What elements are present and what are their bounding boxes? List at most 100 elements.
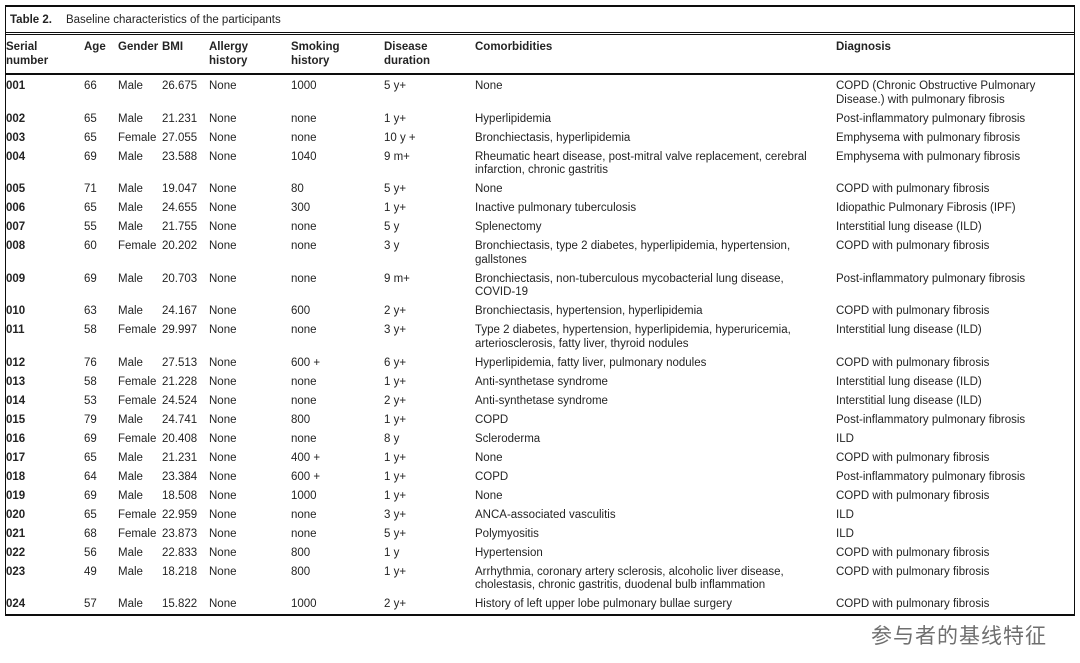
- cell-age: 71: [84, 183, 97, 195]
- cell-smoking: 1000: [291, 598, 317, 610]
- table-row: 002 65 Male 21.231 None none 1 y+ Hyperlipidemi…: [6, 110, 1074, 129]
- cell-gender: Female: [118, 240, 157, 252]
- cell-smoking: 80: [291, 183, 304, 195]
- cell-allergy: None: [209, 305, 237, 317]
- table-row: 006 65 Male 24.655 None 300 1 y+ Inactive pulmo…: [6, 199, 1074, 218]
- cell-allergy: None: [209, 598, 237, 610]
- cell-diagnosis: Interstitial lung disease (ILD): [836, 375, 982, 388]
- cell-bmi: 21.755: [162, 221, 198, 233]
- table-row: 022 56 Male 22.833 None 800 1 y Hypertension COP…: [6, 544, 1074, 563]
- table-row: 008 60 Female 20.202 None none 3 y Bronchiectas…: [6, 237, 1074, 270]
- cell-bmi: 21.228: [162, 375, 198, 388]
- cell-diagnosis: Interstitial lung disease (ILD): [836, 221, 982, 233]
- cell-age: 56: [84, 546, 97, 559]
- cell-age: 55: [84, 221, 97, 233]
- cell-diagnosis: Interstitial lung disease (ILD): [836, 394, 982, 407]
- cell-age: 66: [84, 80, 97, 92]
- cell-gender: Female: [118, 527, 157, 540]
- column-header-serial: Serial number: [6, 35, 84, 75]
- cell-bmi: 24.741: [162, 413, 198, 426]
- cell-age: 57: [84, 598, 97, 610]
- cell-serial: 017: [6, 451, 26, 464]
- table-header: Serial number Age Gender BMI Allergy history…: [6, 35, 1074, 75]
- column-header-bmi: BMI: [162, 35, 209, 75]
- table-row: 017 65 Male 21.231 None 400 + 1 y+ None COPD wit…: [6, 449, 1074, 468]
- cell-gender: Male: [118, 150, 143, 163]
- cell-duration: 5 y+: [384, 527, 407, 540]
- cell-smoking: 600: [291, 305, 311, 317]
- cell-duration: 1 y+: [384, 489, 407, 502]
- cell-diagnosis: Interstitial lung disease (ILD): [836, 324, 982, 336]
- cell-smoking: none: [291, 272, 317, 285]
- cell-age: 60: [84, 240, 97, 252]
- cell-gender: Male: [118, 183, 143, 195]
- cell-comorbidities: Bronchiectasis, hyperlipidemia: [475, 131, 631, 144]
- cell-diagnosis: COPD with pulmonary fibrosis: [836, 451, 990, 464]
- cell-comorbidities: Hyperlipidemia: [475, 112, 552, 125]
- baseline-characteristics-table: Serial number Age Gender BMI Allergy history…: [6, 35, 1074, 614]
- cell-age: 64: [84, 470, 97, 483]
- cell-duration: 5 y: [384, 221, 400, 233]
- cell-duration: 3 y+: [384, 324, 407, 336]
- cell-diagnosis: Emphysema with pulmonary fibrosis: [836, 131, 1021, 144]
- cell-comorbidities: Hypertension: [475, 546, 543, 559]
- cell-bmi: 21.231: [162, 112, 198, 125]
- cell-serial: 014: [6, 394, 26, 407]
- cell-age: 65: [84, 112, 97, 125]
- cell-duration: 6 y+: [384, 356, 407, 369]
- cell-bmi: 29.997: [162, 324, 198, 336]
- cell-gender: Male: [118, 546, 143, 559]
- cell-allergy: None: [209, 527, 237, 540]
- cell-diagnosis: Idiopathic Pulmonary Fibrosis (IPF): [836, 202, 1016, 214]
- cell-diagnosis: Post-inflammatory pulmonary fibrosis: [836, 272, 1026, 285]
- cell-duration: 1 y+: [384, 565, 407, 578]
- cell-serial: 005: [6, 183, 26, 195]
- cell-diagnosis: COPD with pulmonary fibrosis: [836, 305, 990, 317]
- cell-smoking: 300: [291, 202, 311, 214]
- cell-age: 69: [84, 272, 97, 285]
- cell-gender: Male: [118, 305, 143, 317]
- cell-gender: Male: [118, 470, 143, 483]
- cell-age: 68: [84, 527, 97, 540]
- cell-age: 63: [84, 305, 97, 317]
- cell-age: 53: [84, 394, 97, 407]
- cell-comorbidities: Polymyositis: [475, 527, 539, 540]
- cell-duration: 2 y+: [384, 305, 407, 317]
- cell-smoking: none: [291, 221, 317, 233]
- cell-serial: 024: [6, 598, 26, 610]
- cell-bmi: 24.655: [162, 202, 198, 214]
- cell-age: 69: [84, 432, 97, 445]
- table-row: 010 63 Male 24.167 None 600 2 y+ Bronchiectasis…: [6, 302, 1074, 321]
- cell-allergy: None: [209, 80, 237, 92]
- cell-duration: 3 y+: [384, 508, 407, 521]
- cell-duration: 2 y+: [384, 598, 407, 610]
- column-header-allergy: Allergy history: [209, 35, 291, 75]
- cell-allergy: None: [209, 356, 237, 369]
- cell-duration: 3 y: [384, 240, 400, 252]
- table-row: 007 55 Male 21.755 None none 5 y Splenectomy Int…: [6, 218, 1074, 237]
- cell-comorbidities: None: [475, 489, 503, 502]
- cell-bmi: 19.047: [162, 183, 198, 195]
- table-title: Table 2. Baseline characteristics of the …: [6, 7, 1074, 35]
- cell-diagnosis: ILD: [836, 527, 854, 540]
- cell-bmi: 24.524: [162, 394, 198, 407]
- table-row: 024 57 Male 15.822 None 1000 2 y+ History of le…: [6, 595, 1074, 614]
- cell-gender: Male: [118, 598, 143, 610]
- cell-duration: 1 y+: [384, 112, 407, 125]
- cell-bmi: 26.675: [162, 80, 198, 92]
- cell-diagnosis: ILD: [836, 508, 854, 521]
- cell-bmi: 15.822: [162, 598, 198, 610]
- cell-comorbidities: Scleroderma: [475, 432, 541, 445]
- cell-bmi: 23.873: [162, 527, 198, 540]
- column-header-age: Age: [84, 35, 118, 75]
- column-header-diagnosis: Diagnosis: [836, 35, 1074, 75]
- cell-serial: 016: [6, 432, 26, 445]
- cell-allergy: None: [209, 432, 237, 445]
- cell-gender: Female: [118, 131, 157, 144]
- cell-duration: 1 y+: [384, 470, 407, 483]
- cell-comorbidities: Anti-synthetase syndrome: [475, 394, 608, 407]
- table-number-label: Table 2.: [10, 14, 52, 26]
- cell-smoking: 1000: [291, 80, 317, 92]
- cell-duration: 9 m+: [384, 272, 410, 285]
- cell-comorbidities: None: [475, 451, 503, 464]
